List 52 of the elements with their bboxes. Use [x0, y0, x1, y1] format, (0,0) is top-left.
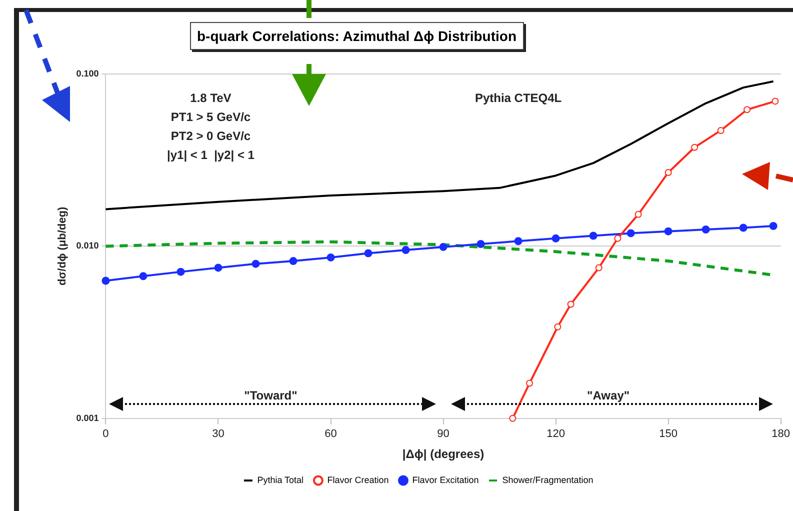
x-tick-label: 30 — [212, 428, 224, 440]
point — [554, 323, 562, 330]
annotation: 1.8 TeV PT1 > 5 GeV/c PT2 > 0 GeV/c |y1| < 1 |y2| < 1 — [166, 90, 255, 162]
point — [567, 300, 574, 308]
point — [439, 242, 448, 251]
point — [326, 253, 335, 262]
point — [514, 237, 522, 246]
point — [252, 260, 260, 268]
x-tick-label: 0 — [102, 428, 109, 440]
point — [744, 106, 751, 114]
point — [214, 264, 222, 272]
point — [402, 246, 410, 254]
point — [364, 249, 372, 258]
point — [769, 222, 778, 230]
x-tick-label: 60 — [324, 428, 337, 440]
chart-title: b-quark Correlations: Azimuthal Δϕ Distribution — [190, 22, 524, 50]
point — [595, 264, 602, 272]
point — [702, 226, 710, 234]
point — [626, 229, 635, 238]
x-tick-label: 180 — [772, 428, 790, 440]
point — [289, 257, 298, 266]
point — [772, 98, 779, 105]
x-tick-label: 150 — [659, 428, 678, 440]
legend-label: Flavor Excitation — [412, 474, 479, 485]
point — [552, 234, 560, 242]
point — [739, 224, 748, 232]
legend-label: Pythia Total — [257, 474, 304, 485]
legend-label: Shower/Fragmentation — [502, 474, 594, 485]
x-axis-title: |Δϕ| (degrees) — [402, 447, 484, 462]
x-tick-label: 120 — [546, 428, 565, 440]
y-axis-title: dσ/dϕ (μb/deg) — [56, 206, 69, 286]
annotation: "Away" — [587, 388, 630, 402]
point — [526, 380, 534, 387]
annotation: Pythia CTEQ4L — [474, 90, 562, 105]
y-tick-label: 0.001 — [76, 412, 99, 423]
point — [664, 227, 672, 236]
annotation: "Toward" — [244, 388, 298, 402]
point — [634, 210, 642, 218]
point — [614, 234, 622, 242]
point — [691, 144, 698, 151]
point — [102, 276, 110, 285]
y-tick-label: 0.100 — [76, 68, 99, 78]
x-tick-label: 90 — [437, 428, 450, 440]
point — [139, 272, 148, 280]
point — [176, 268, 185, 276]
point — [717, 126, 724, 134]
point — [476, 240, 485, 248]
legend-label: Flavor Creation — [327, 474, 389, 485]
point — [509, 414, 516, 422]
y-tick-label: 0.010 — [76, 240, 99, 251]
point — [589, 232, 598, 240]
point — [664, 168, 672, 176]
